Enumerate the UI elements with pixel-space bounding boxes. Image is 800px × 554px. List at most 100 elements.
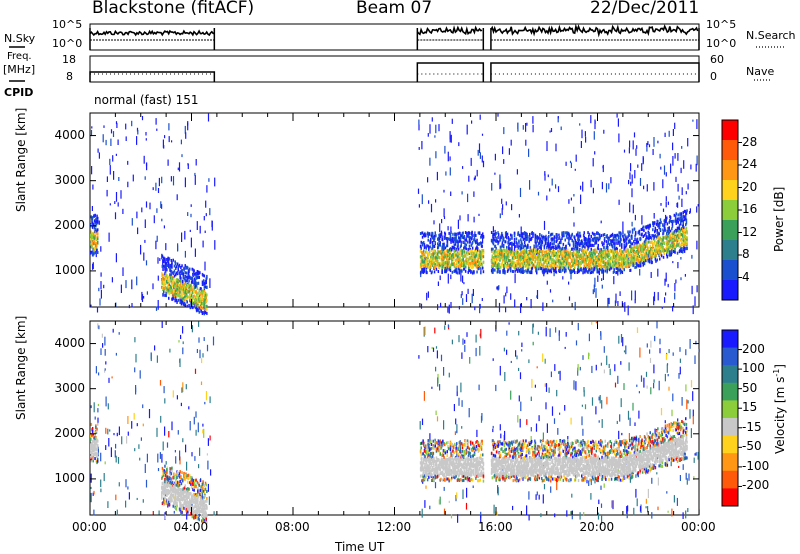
echo-mark [541,234,543,238]
noise-mark [568,281,570,285]
echo-mark [630,246,632,250]
noise-mark [439,223,441,233]
noise-mark [647,251,649,260]
echo-mark [427,238,429,242]
echo-mark [549,249,551,253]
echo-mark [455,232,457,236]
echo-mark [459,256,461,260]
noise-mark [628,147,630,154]
noise-mark [454,431,456,435]
echo-mark [206,286,208,289]
noise-mark [665,292,667,296]
echo-mark [457,261,460,264]
echo-mark [520,238,522,242]
noise-mark [92,263,94,270]
echo-mark [185,275,187,279]
noise-mark [594,151,596,155]
noise-mark [662,208,665,212]
echo-mark [443,248,445,252]
noise-mark [650,272,652,278]
echo-mark [173,277,175,281]
echo-mark [617,242,619,245]
echo-mark [584,249,586,253]
nsky-trace [416,25,483,36]
echo-mark [505,231,507,234]
noise-mark [505,292,507,297]
echo-mark [544,269,546,273]
echo-mark [582,267,585,271]
echo-mark [638,246,640,250]
echo-mark [526,237,528,241]
echo-mark [165,266,167,270]
noise-mark [157,188,160,193]
echo-mark [655,235,658,239]
echo-mark [643,262,646,266]
echo-mark [586,244,589,248]
echo-mark [636,241,638,245]
echo-mark [433,256,435,260]
echo-mark [174,282,176,286]
noise-mark [618,199,620,205]
echo-mark [631,258,633,262]
echo-mark [516,261,518,264]
echo-mark [441,261,443,264]
echo-mark [95,222,98,226]
echo-mark [677,217,679,221]
echo-mark [164,270,167,274]
echo-mark [617,234,620,238]
echo-mark [92,232,94,236]
echo-mark [461,252,464,256]
noise-mark [584,131,586,137]
echo-mark [565,234,568,238]
noise-mark [542,302,544,311]
echo-mark [575,250,578,254]
echo-mark [464,265,467,269]
echo-mark [454,242,457,246]
echo-mark [519,246,521,249]
echo-mark [652,241,655,245]
noise-mark [635,488,637,498]
echo-mark [612,253,614,256]
echo-mark [196,270,199,273]
noise-mark [136,276,138,286]
echo-mark [172,258,174,262]
noise-mark [556,389,558,397]
echo-mark [204,292,207,295]
noise-mark [557,186,560,193]
echo-mark [178,294,181,298]
echo-mark [603,254,605,257]
echo-mark [461,260,464,264]
echo-mark [436,256,438,260]
echo-mark [191,301,193,305]
echo-mark [624,238,627,242]
echo-mark [683,243,685,247]
echo-mark [635,265,638,269]
echo-mark [206,307,208,311]
echo-mark [194,279,197,283]
echo-mark [605,240,608,244]
noise-mark [687,138,689,147]
noise-mark [205,200,207,208]
echo-mark [194,290,196,294]
echo-mark [475,261,478,265]
echo-mark [583,235,585,239]
noise-mark [462,166,464,169]
echo-mark [620,265,622,269]
noise-mark [692,119,694,122]
noise-mark [664,132,666,137]
noise-mark [450,274,452,280]
noise-mark [181,232,183,242]
echo-mark [652,255,655,258]
echo-mark [634,242,636,246]
echo-mark [444,251,446,255]
noise-mark [597,275,599,282]
echo-mark [536,264,538,268]
echo-mark [639,244,641,248]
echo-mark [649,224,651,228]
echo-mark [463,267,466,271]
beam-title: Beam 07 [356,0,433,18]
noise-mark [462,338,464,345]
echo-mark [616,249,618,253]
echo-mark [507,240,509,244]
noise-mark [450,302,452,309]
